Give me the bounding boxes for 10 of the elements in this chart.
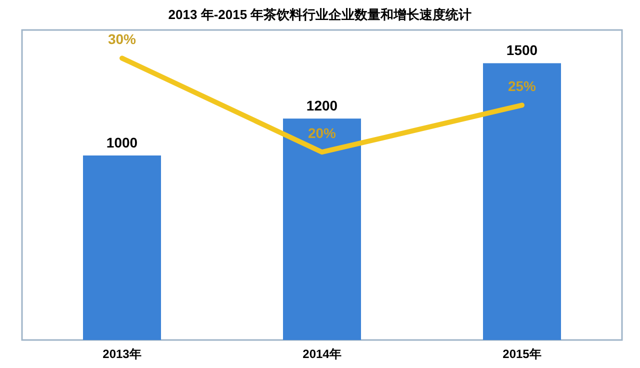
data-label: 25%: [508, 78, 537, 94]
x-tick-label: 2013年: [102, 347, 142, 361]
x-tick-label: 2015年: [502, 347, 542, 361]
data-label: 20%: [308, 125, 337, 142]
data-label: 1500: [506, 42, 538, 58]
chart-title: 2013 年-2015 年茶饮料行业企业数量和增长速度统计: [168, 7, 472, 22]
data-label: 1000: [106, 134, 138, 150]
x-tick-label: 2014年: [302, 347, 342, 361]
data-label: 1200: [306, 98, 338, 114]
data-label: 30%: [108, 31, 137, 48]
